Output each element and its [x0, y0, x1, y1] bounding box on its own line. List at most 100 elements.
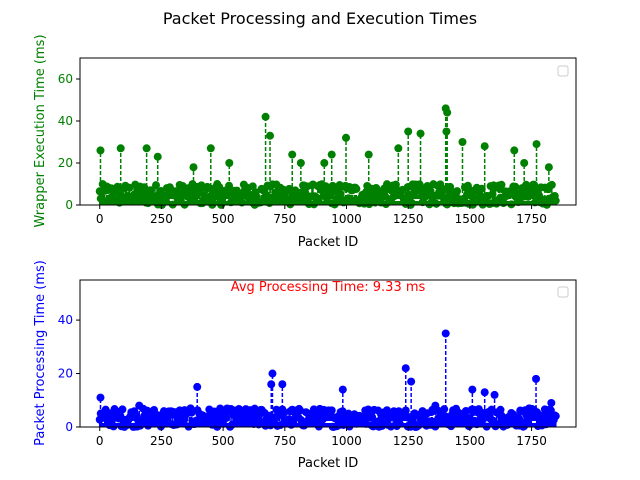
data-point: [153, 152, 162, 161]
data-point: [416, 129, 425, 138]
y-tick-label: 0: [65, 420, 73, 434]
x-tick-label: 1750: [516, 212, 547, 226]
data-point: [532, 140, 541, 149]
data-point: [544, 163, 553, 172]
data-point: [268, 369, 277, 378]
data-point: [342, 133, 351, 142]
data-point: [135, 401, 144, 410]
data-point: [193, 382, 202, 391]
x-tick-label: 1500: [455, 212, 486, 226]
data-point: [266, 131, 275, 140]
data-point: [125, 183, 134, 192]
data-point: [404, 127, 413, 136]
data-point: [551, 196, 560, 205]
data-point: [142, 144, 151, 153]
bottom-data-marks: [95, 329, 560, 431]
y-tick-label: 60: [58, 72, 73, 86]
data-point: [147, 186, 156, 195]
x-tick-label: 750: [273, 434, 296, 448]
bottom-x-axis-label: Packet ID: [298, 456, 359, 471]
x-tick-label: 1750: [516, 434, 547, 448]
x-tick-label: 0: [96, 434, 104, 448]
x-tick-label: 1250: [393, 212, 424, 226]
data-point: [426, 186, 435, 195]
data-point: [189, 163, 198, 172]
data-point: [497, 180, 506, 189]
x-tick-label: 1000: [331, 212, 362, 226]
data-point: [477, 184, 486, 193]
data-point: [278, 380, 287, 389]
bottom-panel: Avg Processing Time: 9.33 ms 0 250 500 750 1…: [33, 260, 577, 471]
x-tick-label: 1250: [393, 434, 424, 448]
data-point: [468, 385, 477, 394]
bottom-y-ticks: 0 20 40: [58, 313, 80, 434]
data-point: [320, 159, 329, 167]
data-point: [440, 405, 449, 414]
x-tick-label: 1000: [331, 434, 362, 448]
top-x-ticks: 0 250 500 750 1000 1250 1500 1750: [96, 205, 547, 226]
data-point: [261, 112, 270, 121]
data-point: [480, 388, 489, 397]
data-point: [116, 144, 125, 153]
data-point: [206, 144, 215, 153]
data-point: [232, 186, 241, 195]
figure-title: Packet Processing and Execution Times: [163, 9, 477, 28]
top-data-marks: [95, 104, 560, 209]
y-tick-label: 0: [65, 198, 73, 212]
data-point: [480, 142, 489, 151]
data-point: [443, 108, 452, 117]
data-point: [401, 406, 410, 415]
data-point: [96, 146, 105, 155]
data-point: [532, 374, 541, 383]
top-plot-frame: [79, 57, 577, 206]
data-point: [267, 380, 276, 389]
data-point: [441, 329, 450, 338]
data-point: [296, 159, 305, 167]
data-point: [327, 406, 336, 415]
data-point: [364, 150, 373, 159]
data-point: [551, 412, 560, 421]
data-point: [458, 138, 467, 146]
top-y-axis-label: Wrapper Execution Time (ms): [33, 34, 48, 227]
data-point: [510, 146, 519, 155]
data-point: [394, 144, 403, 153]
top-y-ticks: 0 20 40 60: [58, 72, 80, 212]
data-point: [407, 377, 416, 386]
data-point: [490, 390, 499, 399]
avg-processing-annotation: Avg Processing Time: 9.33 ms: [231, 280, 426, 295]
top-x-axis-label: Packet ID: [298, 235, 359, 250]
x-tick-label: 250: [150, 434, 173, 448]
top-empty-legend: [557, 65, 569, 77]
data-point: [364, 405, 373, 414]
data-point: [401, 364, 410, 373]
x-tick-label: 1500: [455, 434, 486, 448]
data-point: [453, 187, 462, 196]
data-point: [352, 184, 361, 193]
bottom-plot-frame: [79, 279, 577, 428]
data-point: [225, 159, 234, 167]
x-tick-label: 500: [212, 212, 235, 226]
data-point: [118, 405, 127, 414]
bottom-empty-legend: [557, 286, 569, 298]
data-point: [520, 159, 529, 167]
y-tick-label: 40: [58, 114, 73, 128]
y-tick-label: 40: [58, 313, 73, 327]
data-point: [547, 180, 556, 189]
data-point: [511, 182, 520, 191]
data-point: [96, 393, 105, 402]
bottom-x-ticks: 0 250 500 750 1000 1250 1500 1750: [96, 427, 547, 448]
x-tick-label: 500: [212, 434, 235, 448]
x-tick-label: 250: [150, 212, 173, 226]
y-tick-label: 20: [58, 156, 73, 170]
data-point: [336, 189, 345, 198]
x-tick-label: 750: [273, 212, 296, 226]
data-point: [338, 385, 347, 394]
y-tick-label: 20: [58, 367, 73, 381]
data-point: [288, 150, 297, 159]
top-panel: 0 250 500 750 1000 1250 1500 1750 0 20 40 60 Packe…: [33, 34, 577, 250]
data-point: [327, 150, 336, 159]
data-point: [547, 398, 556, 407]
data-point: [431, 401, 440, 410]
bottom-y-axis-label: Packet Processing Time (ms): [33, 260, 48, 446]
